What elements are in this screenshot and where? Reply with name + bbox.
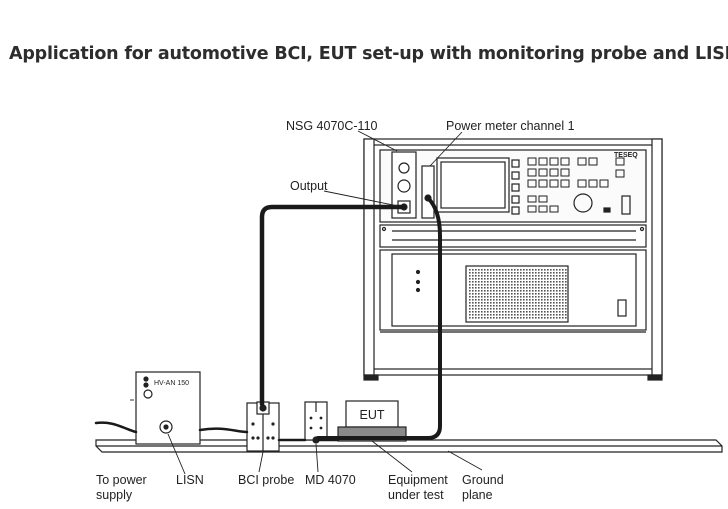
eut-label: EUT xyxy=(360,408,385,422)
brand-logo: TESEQ xyxy=(614,152,638,159)
label-bci-probe: BCI probe xyxy=(238,473,294,487)
lisn-model-label: HV-AN 150 xyxy=(154,380,189,387)
label-power-meter: Power meter channel 1 xyxy=(446,119,575,133)
label-under-test: under test xyxy=(388,488,444,502)
label-to-power: To power xyxy=(96,473,147,487)
test-rack xyxy=(363,138,663,381)
label-plane: plane xyxy=(462,488,493,502)
cables xyxy=(94,196,442,442)
md4070-device xyxy=(304,401,328,444)
lisn-device xyxy=(135,371,201,445)
label-output: Output xyxy=(290,179,328,193)
md4070-dots xyxy=(309,416,323,430)
bci-probe xyxy=(246,401,280,452)
label-supply: supply xyxy=(96,488,133,502)
label-lisn: LISN xyxy=(176,473,204,487)
label-md4070: MD 4070 xyxy=(305,473,356,487)
label-ground: Ground xyxy=(462,473,504,487)
diagram-title: Application for automotive BCI, EUT set-… xyxy=(9,44,728,64)
amplifier-grille xyxy=(469,269,567,319)
label-nsg: NSG 4070C-110 xyxy=(286,119,378,133)
bci-probe-dots xyxy=(251,422,275,440)
leader-lines xyxy=(130,130,483,475)
label-equipment: Equipment xyxy=(388,473,448,487)
